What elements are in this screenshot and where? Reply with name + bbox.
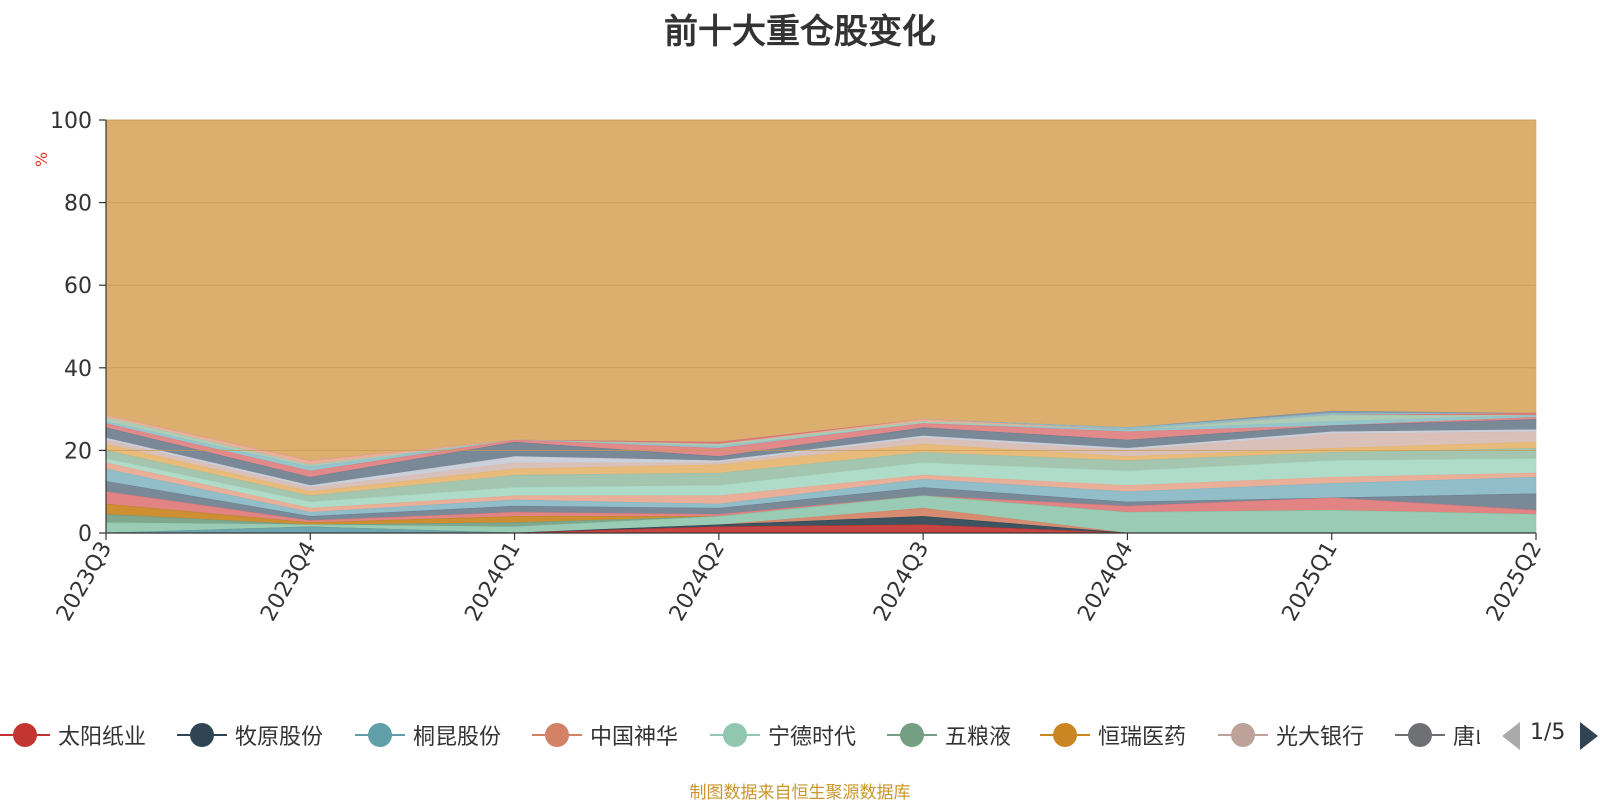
x-tick-label: 2023Q3 — [52, 538, 117, 626]
legend-marker-icon — [1218, 722, 1268, 748]
chart-title: 前十大重仓股变化 — [664, 12, 936, 52]
legend-marker-icon — [1040, 722, 1090, 748]
x-tick-label: 2024Q4 — [1073, 538, 1138, 626]
stacked-area-chart: 0 20 40 60 80 100 2023Q3 2023Q4 2024Q1 2024Q2 2024… — [50, 109, 1547, 626]
area-series-other — [105, 119, 1537, 462]
legend-marker-icon — [532, 722, 582, 748]
legend-item[interactable]: 太阳纸业 — [0, 718, 146, 752]
legend-item[interactable]: 光大银行 — [1218, 718, 1364, 752]
legend-label: 五粮液 — [945, 725, 1012, 750]
legend-label: 恒瑞医药 — [1098, 725, 1187, 750]
x-tick-label: 2024Q1 — [460, 538, 525, 626]
legend-item[interactable]: 唐山港 — [1395, 718, 1480, 752]
y-tick-label: 0 — [78, 522, 92, 547]
legend-marker-icon — [0, 722, 50, 748]
legend-label: 光大银行 — [1276, 725, 1365, 750]
legend-item[interactable]: 恒瑞医药 — [1040, 718, 1186, 752]
legend-label: 唐山港 — [1453, 725, 1480, 750]
legend-prev-page-icon[interactable] — [1502, 722, 1520, 750]
x-tick-label: 2025Q1 — [1278, 538, 1343, 626]
x-tick-label: 2024Q2 — [665, 538, 730, 626]
legend-marker-icon — [177, 722, 227, 748]
source-note: 制图数据来自恒生聚源数据库 — [689, 783, 911, 800]
legend-item[interactable]: 桐昆股份 — [355, 718, 501, 752]
legend-marker-icon — [355, 722, 405, 748]
legend-item[interactable]: 宁德时代 — [710, 718, 856, 752]
x-tick-label: 2023Q4 — [256, 538, 321, 626]
legend-label: 桐昆股份 — [413, 725, 502, 750]
x-tick-label: 2025Q2 — [1482, 538, 1547, 626]
legend-next-page-icon[interactable] — [1580, 722, 1598, 750]
legend: 太阳纸业 牧原股份 桐昆股份 中国神华 宁德时代 五粮液 恒瑞医药 光大银行 唐山港 1/5 — [0, 718, 1600, 752]
y-tick-label: 100 — [50, 109, 92, 134]
legend-item[interactable]: 中国神华 — [532, 718, 678, 752]
x-tick-label: 2024Q3 — [869, 538, 934, 626]
legend-label: 中国神华 — [590, 725, 679, 750]
legend-marker-icon — [887, 722, 937, 748]
y-tick-label: 80 — [64, 192, 92, 217]
y-tick-label: 20 — [64, 439, 92, 464]
y-tick-label: 40 — [64, 357, 92, 382]
legend-item[interactable]: 五粮液 — [887, 718, 1011, 752]
y-axis-unit: % — [32, 151, 52, 168]
legend-items: 太阳纸业 牧原股份 桐昆股份 中国神华 宁德时代 五粮液 恒瑞医药 光大银行 唐山港 — [0, 718, 1480, 752]
legend-marker-icon — [1395, 722, 1445, 748]
y-tick-label: 60 — [64, 274, 92, 299]
legend-label: 牧原股份 — [235, 725, 324, 750]
legend-label: 宁德时代 — [768, 725, 857, 750]
legend-page-indicator: 1/5 — [1530, 720, 1566, 745]
legend-marker-icon — [710, 722, 760, 748]
legend-item[interactable]: 牧原股份 — [177, 718, 323, 752]
legend-label: 太阳纸业 — [58, 725, 147, 750]
